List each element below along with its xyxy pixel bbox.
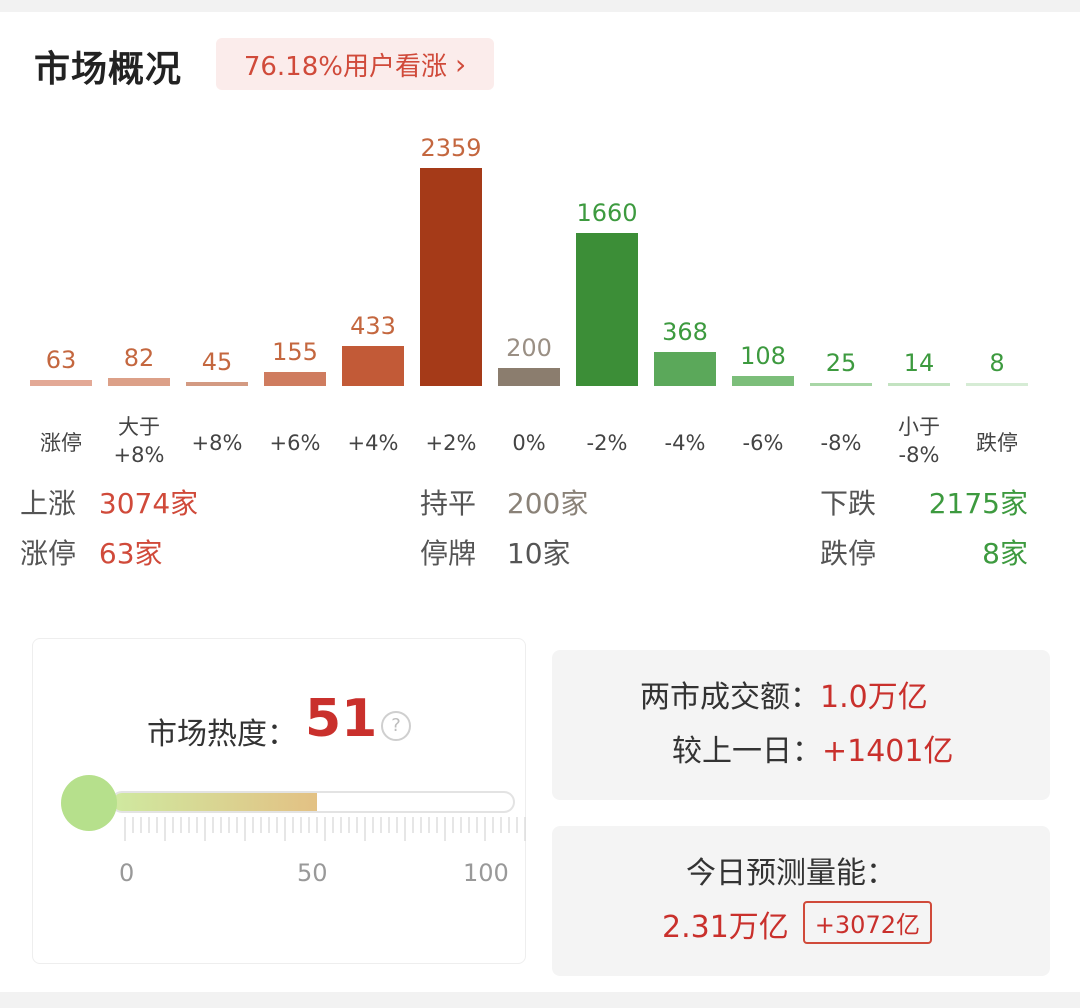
category-label: 跌停 — [976, 431, 1018, 455]
rise-summary: 上涨 3074家 — [20, 482, 198, 522]
heat-gauge-knob — [61, 775, 117, 831]
bar-2 — [186, 382, 248, 386]
bar-value-label: 368 — [662, 318, 708, 346]
forecast-card: 今日预测量能： 2.31万亿 +3072亿 — [552, 826, 1050, 976]
suspend-count: 10家 — [506, 537, 571, 570]
category-label: 涨停 — [40, 431, 82, 455]
flat-label: 持平 — [420, 487, 477, 520]
category-label: 大于 — [118, 415, 160, 439]
bar-5 — [420, 168, 482, 386]
forecast-value: 2.31万亿 — [662, 910, 789, 945]
chevron-right-icon: › — [454, 47, 467, 81]
heat-gauge-fill — [113, 793, 317, 811]
suspend-label: 停牌 — [420, 537, 477, 570]
category-label: +4% — [348, 431, 399, 455]
heat-scale-min: 0 — [119, 859, 135, 887]
limit-down-count: 8家 — [982, 537, 1028, 570]
bar-value-label: 82 — [124, 344, 155, 372]
turnover-card: 两市成交额：1.0万亿 较上一日：+1401亿 — [552, 650, 1050, 800]
sentiment-text: 76.18%用户看涨 — [243, 51, 447, 82]
bar-value-label: 200 — [506, 334, 552, 362]
fall-summary: 下跌 2175家 — [820, 482, 1028, 522]
bar-1 — [108, 378, 170, 386]
bar-value-label: 2359 — [420, 134, 481, 162]
sentiment-badge[interactable]: 76.18%用户看涨 › — [216, 38, 494, 90]
bar-10 — [810, 383, 872, 386]
category-label: -2% — [587, 431, 628, 455]
category-label: +8% — [192, 431, 243, 455]
category-label: -4% — [665, 431, 706, 455]
heat-scale-mid: 50 — [297, 859, 328, 887]
market-overview-panel: 市场概况 76.18%用户看涨 › 63 涨停 82 大于 +8% 45 +8% 155 +6%… — [0, 12, 1080, 992]
category-label: -6% — [743, 431, 784, 455]
flat-summary: 持平 200家 — [420, 482, 588, 522]
bar-7 — [576, 233, 638, 386]
bar-9 — [732, 376, 794, 386]
heat-scale-max: 100 — [463, 859, 509, 887]
bar-value-label: 45 — [202, 348, 233, 376]
bar-4 — [342, 346, 404, 386]
category-label: 0% — [512, 431, 545, 455]
limit-up-summary: 涨停 63家 — [20, 532, 163, 572]
turnover-label: 两市成交额： — [640, 680, 820, 715]
limit-up-label: 涨停 — [20, 537, 77, 570]
rise-count: 3074家 — [98, 487, 199, 520]
turnover-value: 1.0万亿 — [820, 680, 928, 715]
turnover-change-label: 较上一日： — [672, 734, 822, 769]
category-label: +6% — [270, 431, 321, 455]
limit-up-count: 63家 — [98, 537, 163, 570]
rise-label: 上涨 — [20, 487, 77, 520]
bar-value-label: 14 — [904, 349, 935, 377]
forecast-label: 今日预测量能： — [686, 856, 896, 891]
category-label: 小于 — [898, 415, 940, 439]
limit-down-label: 跌停 — [820, 537, 877, 570]
heat-label: 市场热度： — [147, 717, 297, 752]
question-circle-icon[interactable]: ? — [381, 711, 411, 741]
limit-down-summary: 跌停 8家 — [820, 532, 1028, 572]
fall-count: 2175家 — [928, 487, 1028, 520]
bar-value-label: 1660 — [576, 199, 637, 227]
heat-gauge-ticks — [124, 817, 526, 841]
heat-value: 51 — [305, 689, 378, 749]
bar-3 — [264, 372, 326, 386]
suspend-summary: 停牌 10家 — [420, 532, 571, 572]
turnover-line: 两市成交额：1.0万亿 — [640, 672, 928, 716]
page-title: 市场概况 — [34, 49, 183, 90]
forecast-line: 2.31万亿 +3072亿 — [662, 901, 932, 948]
bar-value-label: 8 — [989, 349, 1004, 377]
turnover-change-value: +1401亿 — [822, 734, 954, 769]
bar-8 — [654, 352, 716, 386]
market-heat-card: 市场热度： 51 ? 0 50 100 — [32, 638, 526, 964]
distribution-bar-chart: 63 涨停 82 大于 +8% 45 +8% 155 +6% 433 +4% 2359 +2% 200 0%… — [30, 134, 1028, 467]
turnover-change-line: 较上一日：+1401亿 — [672, 726, 953, 770]
forecast-change-badge: +3072亿 — [802, 901, 932, 944]
bar-value-label: 108 — [740, 342, 786, 370]
bar-value-label: 433 — [350, 312, 396, 340]
category-label: -8% — [899, 443, 940, 467]
bar-12 — [966, 383, 1028, 386]
bar-value-label: 63 — [46, 346, 77, 374]
bar-value-label: 155 — [272, 338, 318, 366]
bar-6 — [498, 368, 560, 386]
flat-count: 200家 — [506, 487, 589, 520]
bar-0 — [30, 380, 92, 386]
bar-11 — [888, 383, 950, 386]
category-label: +8% — [114, 443, 165, 467]
category-label: -8% — [821, 431, 862, 455]
category-label: +2% — [426, 431, 477, 455]
heat-gauge-track — [111, 791, 515, 813]
fall-label: 下跌 — [820, 487, 877, 520]
bar-value-label: 25 — [826, 349, 857, 377]
